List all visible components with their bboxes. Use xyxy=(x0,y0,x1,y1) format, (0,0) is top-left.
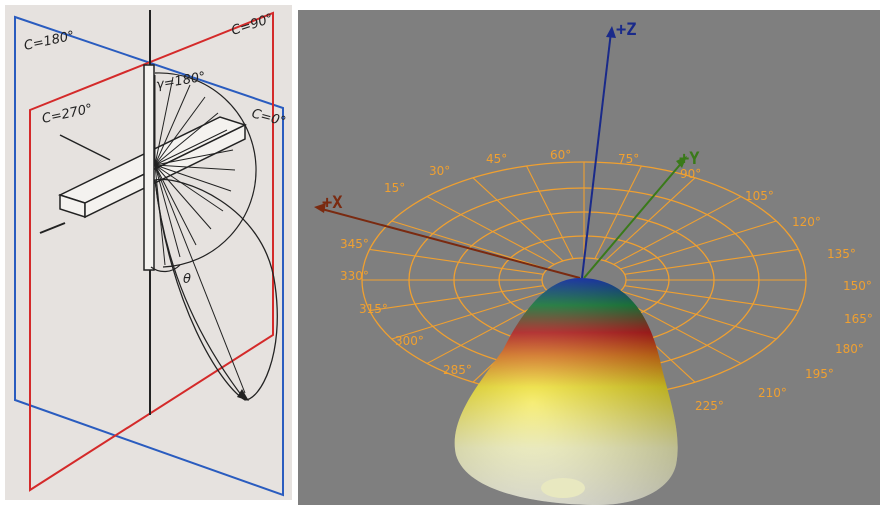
theta-label: θ xyxy=(183,272,191,287)
ray-arrowhead xyxy=(237,389,249,401)
render-svg: +X +Y +Z 30° 45° 60° 75° 90° 105° 120° 1… xyxy=(314,20,873,505)
polar-spoke xyxy=(624,248,799,275)
theta-arc xyxy=(150,264,181,273)
polar-spoke xyxy=(624,285,799,312)
angle-label: 45° xyxy=(486,152,507,166)
angle-labels: 30° 45° 60° 75° 90° 105° 120° 135° 150° … xyxy=(340,148,873,413)
polar-spoke xyxy=(391,220,548,270)
polar-spoke xyxy=(604,177,696,262)
polar-spoke xyxy=(369,248,544,275)
plane-label-c90: C=90° xyxy=(230,11,276,39)
polar-spoke xyxy=(369,285,544,312)
polar-spoke xyxy=(426,196,555,265)
angle-label: 60° xyxy=(550,148,571,162)
angle-label: 165° xyxy=(844,312,873,326)
y-axis xyxy=(583,159,685,279)
plane-label-c0: C=0° xyxy=(250,106,287,129)
angle-label: 285° xyxy=(443,363,472,377)
angle-label: 330° xyxy=(340,269,369,283)
axis-line-left xyxy=(39,222,66,234)
planes-svg: C=180° C=90° C=270° C=0° γ=180° θ xyxy=(14,10,287,497)
polar-spoke xyxy=(620,290,777,340)
polar-spoke xyxy=(472,177,564,262)
y-axis-arrow xyxy=(676,156,687,168)
angle-label: 345° xyxy=(340,237,369,251)
y-axis-label: +Y xyxy=(679,149,700,169)
angle-label: 210° xyxy=(758,386,787,400)
angle-label: 75° xyxy=(618,152,639,166)
angle-label: 15° xyxy=(384,181,405,195)
angle-label: 105° xyxy=(745,189,774,203)
polar-spoke xyxy=(620,220,777,270)
red-plane xyxy=(29,11,274,492)
x-axis-label: +X xyxy=(322,193,343,213)
intensity-lobe xyxy=(154,178,278,401)
z-axis-label: +Z xyxy=(616,20,636,40)
x-axis xyxy=(317,207,581,279)
blue-plane xyxy=(14,15,284,497)
z-axis-arrow xyxy=(606,26,616,38)
plane-label-c180: C=180° xyxy=(23,29,76,54)
polar-3d-render: +X +Y +Z 30° 45° 60° 75° 90° 105° 120° 1… xyxy=(298,10,880,505)
plane-label-c270: C=270° xyxy=(41,102,94,127)
angle-label: 315° xyxy=(359,302,388,316)
angle-label: 225° xyxy=(695,399,724,413)
polar-spoke xyxy=(613,196,742,265)
polar-spoke xyxy=(391,290,548,340)
angle-label: 300° xyxy=(395,334,424,348)
x-axis-arrow xyxy=(314,203,326,213)
polar-spoke xyxy=(594,165,642,259)
lobe-inner-curve xyxy=(154,179,246,401)
angle-label: 135° xyxy=(827,247,856,261)
axis-line-back xyxy=(59,134,111,161)
lamp-rod xyxy=(143,64,155,271)
angle-label: 195° xyxy=(805,367,834,381)
polar-spoke xyxy=(526,165,574,259)
z-axis xyxy=(581,31,612,279)
angle-label: 120° xyxy=(792,215,821,229)
lobe-bottom-dimple xyxy=(541,478,585,498)
gamma-arc xyxy=(154,72,257,268)
angle-label: 150° xyxy=(843,279,872,293)
photometric-planes-diagram: C=180° C=90° C=270° C=0° γ=180° θ xyxy=(5,5,292,500)
angle-label: 90° xyxy=(680,167,701,181)
intensity-solid xyxy=(454,278,678,505)
angle-label: 30° xyxy=(429,164,450,178)
angle-label: 180° xyxy=(835,342,864,356)
ray-fan xyxy=(154,75,246,394)
